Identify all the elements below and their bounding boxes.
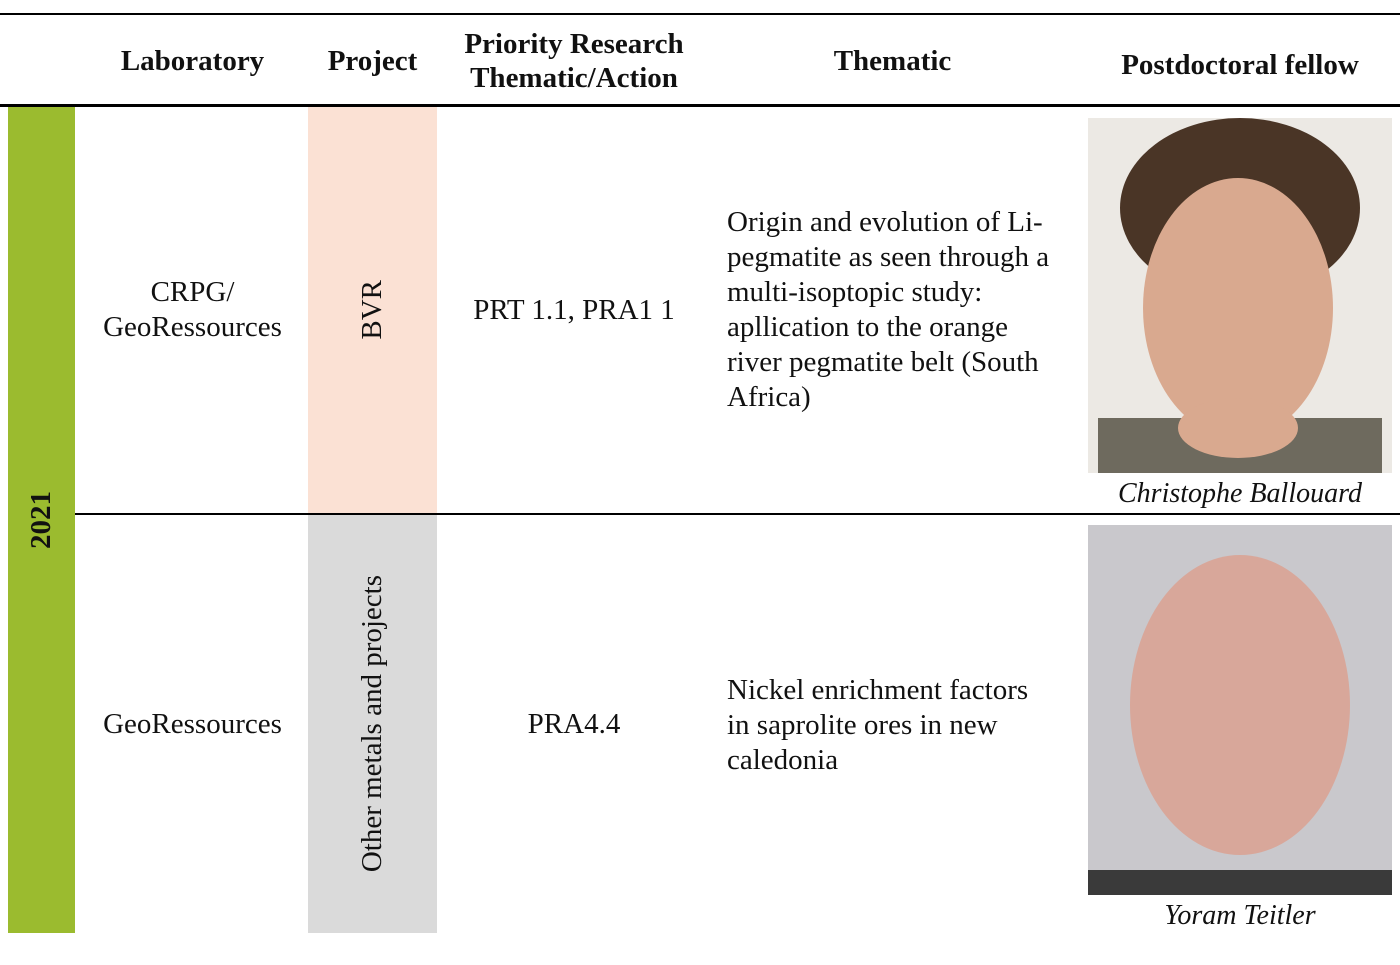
fellow-name: Yoram Teitler	[1164, 900, 1316, 931]
priority-cell: PRA4.4	[527, 707, 621, 740]
photo	[1088, 525, 1392, 895]
photo	[1088, 118, 1392, 473]
lab-cell: GeoRessources	[103, 707, 282, 740]
project: Other metals and projects	[356, 575, 388, 873]
year: 2021	[25, 491, 57, 549]
fellow-name: Christophe Ballouard	[1118, 478, 1362, 509]
row-rule	[75, 513, 1400, 515]
header-rule	[0, 104, 1400, 107]
thematic-cell: Nickel enrichment factors in saprolite o…	[727, 674, 1029, 776]
project-cell: Other metals and projects	[308, 515, 437, 933]
header-cell: Priority Research Thematic/Action	[464, 28, 684, 94]
header-cell: Thematic	[833, 45, 952, 77]
lab-cell: CRPG/ GeoRessources	[103, 276, 282, 343]
header-cell: Laboratory	[120, 45, 265, 77]
project: BVR	[356, 280, 388, 340]
header-cell: Postdoctoral fellow	[1121, 49, 1359, 81]
priority-cell: PRT 1.1, PRA1 1	[473, 293, 675, 326]
project-cell: BVR	[308, 107, 437, 513]
page: Laboratory Project Priority Research The…	[0, 13, 1400, 933]
top-rule	[0, 13, 1400, 15]
header-cell: Project	[327, 45, 418, 77]
thematic-cell: Origin and evolution of Li-pegmatite as …	[727, 206, 1050, 413]
year-cell: 2021	[8, 107, 75, 933]
